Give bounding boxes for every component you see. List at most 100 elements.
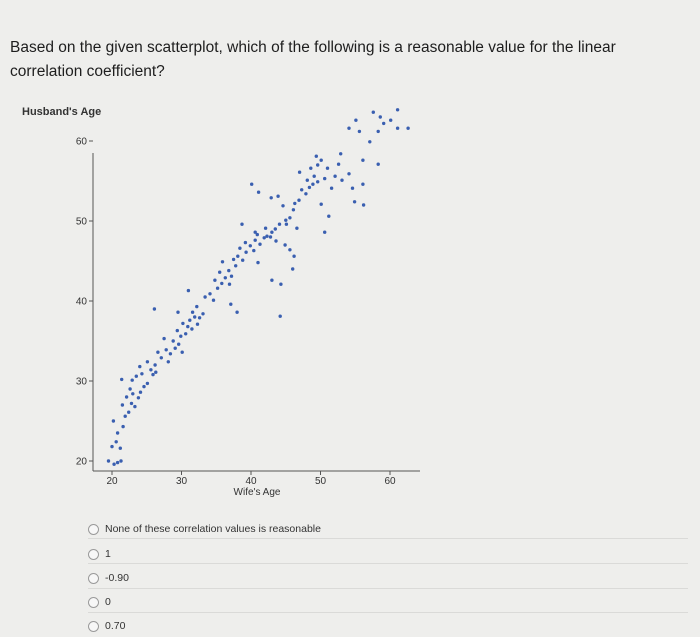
scatter-point	[288, 248, 292, 252]
y-ticks: 20 30 40 50 60	[76, 137, 93, 468]
scatter-point	[111, 419, 116, 423]
scatter-point	[153, 363, 157, 367]
scatter-point	[269, 196, 273, 200]
scatter-point	[319, 158, 323, 162]
y-tick-label: 40	[76, 297, 88, 308]
scatter-point	[110, 444, 114, 449]
scatter-point	[128, 387, 132, 391]
scatter-point	[197, 316, 202, 320]
scatter-point	[162, 336, 166, 341]
scatter-point	[229, 302, 233, 306]
scatter-point	[142, 384, 146, 389]
scatter-point	[325, 166, 330, 170]
scatter-point	[347, 172, 351, 176]
option-divider	[88, 588, 688, 589]
y-tick-label: 30	[76, 377, 88, 388]
scatter-point	[268, 235, 273, 239]
scatter-point	[376, 162, 380, 166]
scatter-point	[350, 186, 355, 190]
y-tick-label: 20	[76, 457, 88, 468]
scatter-point	[395, 126, 400, 130]
scatter-point	[190, 327, 194, 331]
scatter-point	[371, 110, 375, 114]
radio-button[interactable]	[88, 523, 99, 535]
scatter-point	[220, 281, 224, 286]
scatter-point	[118, 446, 123, 450]
option-neg-0-90[interactable]: -0.90	[88, 567, 688, 589]
option-divider	[88, 563, 688, 564]
radio-button[interactable]	[88, 620, 99, 632]
scatter-point	[283, 243, 287, 247]
scatter-point	[231, 257, 236, 262]
scatter-point	[297, 198, 301, 202]
option-label: -0.90	[105, 572, 129, 584]
scatter-point	[149, 368, 153, 372]
scatter-point	[389, 118, 393, 122]
scatter-point	[229, 274, 234, 278]
scatter-point	[177, 342, 181, 346]
scatter-point	[354, 118, 358, 122]
scatter-point	[123, 414, 127, 418]
scatter-point	[279, 282, 283, 286]
x-tick-label: 40	[245, 476, 257, 487]
scatter-point	[156, 350, 160, 354]
scatter-point	[395, 108, 400, 112]
scatter-point	[243, 240, 248, 245]
scatter-point	[203, 295, 207, 299]
radio-button[interactable]	[88, 572, 99, 584]
scatter-point	[145, 381, 150, 386]
scatter-point	[250, 182, 254, 186]
scatter-point	[241, 258, 245, 262]
scatter-point	[188, 318, 192, 322]
scatter-point	[248, 244, 252, 248]
option-none-reasonable[interactable]: None of these correlation values is reas…	[88, 518, 688, 540]
scatter-point	[181, 321, 185, 326]
scatter-point	[190, 310, 195, 314]
scatter-point	[223, 276, 227, 280]
x-tick-label: 30	[176, 476, 188, 487]
scatter-point	[270, 278, 274, 282]
scatter-point	[255, 232, 259, 237]
scatter-point	[284, 222, 289, 226]
data-points	[106, 108, 410, 466]
scatter-point	[277, 222, 282, 226]
scatter-point	[253, 238, 257, 242]
scatter-point	[256, 260, 260, 265]
option-label: None of these correlation values is reas…	[105, 523, 321, 535]
option-0-70[interactable]: 0.70	[88, 615, 688, 637]
option-1[interactable]: 1	[88, 543, 688, 565]
scatter-point	[270, 230, 274, 234]
scatter-point	[352, 200, 357, 204]
scatter-point	[252, 248, 256, 253]
scatter-point	[138, 364, 142, 369]
scatter-point	[120, 377, 124, 382]
radio-button[interactable]	[88, 548, 99, 560]
scatter-point	[305, 178, 309, 182]
scatter-point	[293, 201, 297, 206]
scatter-point	[129, 401, 134, 406]
scatter-point	[276, 194, 280, 198]
scatter-point	[119, 459, 123, 463]
scatter-point	[323, 230, 327, 234]
scatter-point	[136, 396, 141, 400]
scatter-point	[151, 372, 155, 377]
scatter-point	[340, 178, 344, 182]
x-ticks: 20 30 40 50 60	[106, 471, 396, 487]
scatter-point	[361, 182, 365, 186]
scatter-point	[218, 270, 222, 274]
scatter-point	[292, 254, 296, 258]
scatter-point	[184, 332, 188, 336]
scatter-point	[140, 372, 144, 376]
scatter-point	[171, 339, 175, 343]
radio-button[interactable]	[88, 596, 99, 608]
scatter-point	[262, 236, 266, 240]
scatter-point	[220, 260, 225, 264]
y-axis-label: Husband's Age	[22, 106, 101, 118]
scatter-point	[201, 312, 205, 316]
scatter-point	[291, 267, 295, 271]
option-0[interactable]: 0	[88, 591, 688, 613]
scatter-point	[159, 356, 163, 360]
scatter-point	[133, 404, 137, 409]
scatter-point	[327, 214, 331, 218]
scatter-point	[281, 204, 285, 208]
